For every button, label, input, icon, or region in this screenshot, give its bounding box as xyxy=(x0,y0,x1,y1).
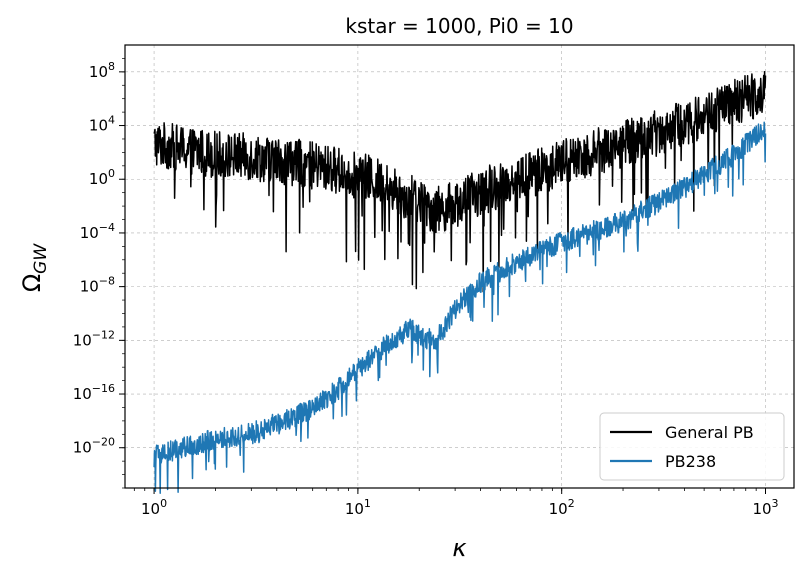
x-tick-label: 102 xyxy=(549,497,575,518)
y-tick-label: 100 xyxy=(89,167,115,188)
legend-label-pb238: PB238 xyxy=(665,452,716,471)
x-axis-label: κ xyxy=(452,534,467,562)
y-tick-label: 10−20 xyxy=(73,436,115,457)
axes-frame xyxy=(124,44,795,489)
series-layer xyxy=(153,70,767,495)
ticks: 100 101 102 103 108 104 100 10−4 10−8 10−12 10−16 1… xyxy=(73,58,779,518)
y-tick-label: 10−4 xyxy=(80,221,115,242)
y-tick-label: 10−8 xyxy=(80,275,115,296)
legend: General PB PB238 xyxy=(599,412,785,481)
y-axis-label-main: Ω xyxy=(18,274,46,292)
x-tick-label: 100 xyxy=(141,497,167,518)
legend-label-general-pb: General PB xyxy=(665,423,754,442)
series-line-pb238 xyxy=(153,121,767,495)
y-axis-label-sub: GW xyxy=(31,243,51,274)
y-axis-label: ΩGW xyxy=(18,243,51,293)
y-tick-label: 10−12 xyxy=(73,328,115,349)
x-tick-label: 103 xyxy=(752,497,778,518)
grid xyxy=(125,45,794,488)
svg-text:ΩGW: ΩGW xyxy=(18,243,51,293)
x-tick-label: 101 xyxy=(345,497,371,518)
series-line-general-pb xyxy=(153,70,767,293)
y-tick-label: 10−16 xyxy=(73,382,115,403)
legend-box xyxy=(599,412,785,481)
y-tick-label: 104 xyxy=(89,114,115,135)
chart-title: kstar = 1000, Pi0 = 10 xyxy=(345,14,573,38)
y-tick-label: 108 xyxy=(89,60,115,81)
